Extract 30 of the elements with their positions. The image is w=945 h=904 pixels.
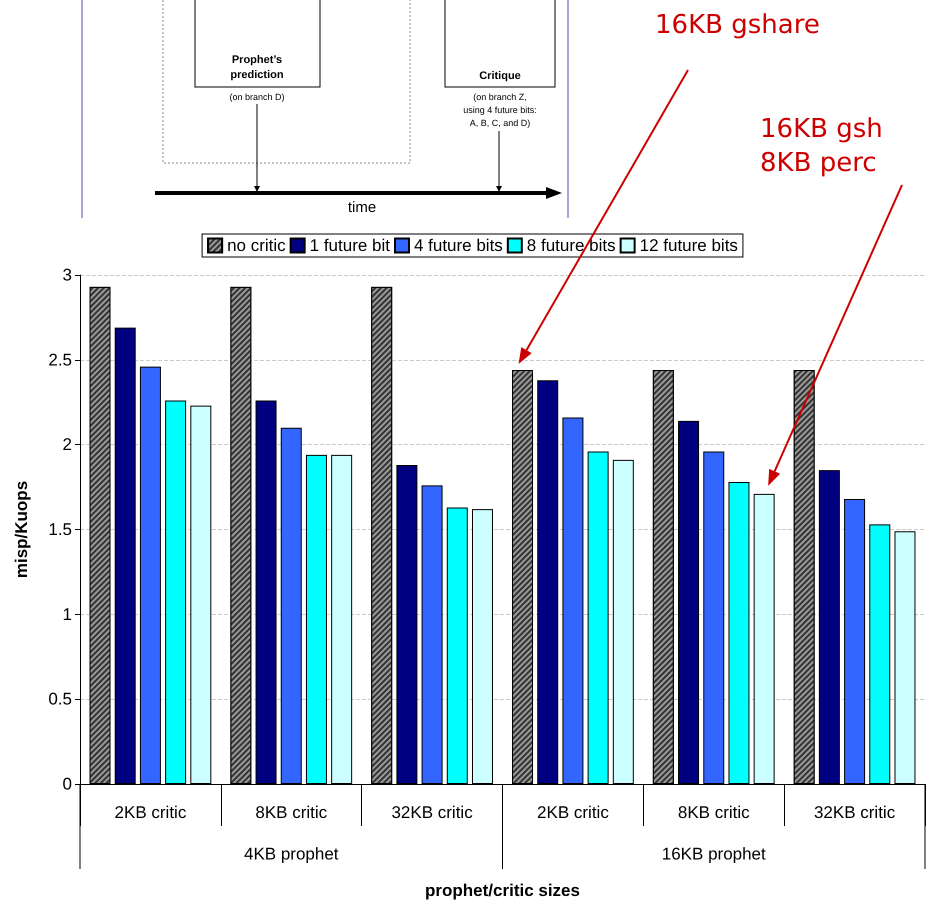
- y-tick-label: 1: [62, 604, 72, 624]
- y-tick-label: 3: [62, 266, 72, 284]
- legend-label: 1 future bit: [310, 236, 390, 255]
- text: 8KB perc: [760, 147, 877, 180]
- x-tick-label: 2KB critic: [114, 803, 187, 822]
- y-tick-label: 2: [62, 435, 72, 454]
- x-tick-label: 32KB critic: [391, 803, 474, 822]
- text: 16KB gshare: [655, 9, 820, 42]
- text: 16KB gsh: [760, 113, 883, 146]
- text: (on branch D): [229, 92, 285, 102]
- x-tick-label: 8KB critic: [255, 803, 328, 822]
- legend-label: 8 future bits: [526, 236, 616, 255]
- legend-label: 4 future bits: [414, 236, 503, 255]
- text: Critique: [479, 70, 521, 82]
- text: Prophet’s prediction: [230, 54, 284, 81]
- legend-label: 12 future bits: [640, 236, 738, 255]
- x-tick-label: 8KB critic: [678, 803, 750, 822]
- y-tick-label: 1.5: [48, 520, 72, 539]
- text: 16KB prophet: [662, 844, 766, 864]
- y-tick-label: 0.5: [48, 690, 72, 709]
- text: time: [348, 199, 376, 216]
- legend-label: no critic: [227, 236, 286, 255]
- x-tick-label: 32KB critic: [814, 803, 896, 822]
- y-axis-title: misp/Kuops: [12, 480, 31, 578]
- text: 4KB prophet: [244, 844, 339, 864]
- y-tick-label: 2.5: [48, 350, 72, 370]
- x-axis-title: prophet/critic sizes: [425, 881, 580, 900]
- text: (on branch Z, using 4 future bits: A, B, C, and D): [463, 92, 537, 128]
- y-tick-label: 0: [62, 774, 72, 794]
- x-tick-label: 2KB critic: [537, 803, 610, 822]
